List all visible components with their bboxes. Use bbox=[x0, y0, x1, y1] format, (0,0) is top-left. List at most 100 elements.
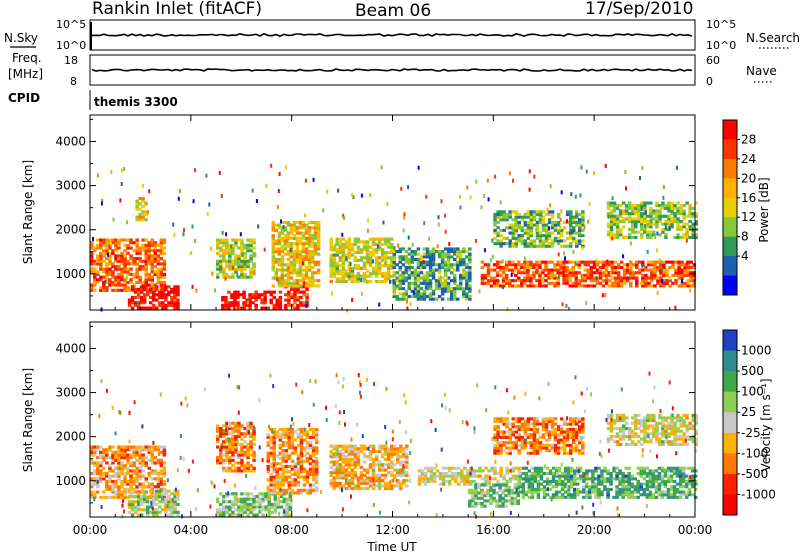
power-cell bbox=[526, 284, 530, 288]
power-cell bbox=[520, 279, 524, 283]
power-cell bbox=[615, 235, 620, 239]
power-cell bbox=[505, 226, 509, 230]
power-cell bbox=[419, 276, 424, 280]
power-cell bbox=[577, 279, 581, 283]
power-cell bbox=[389, 279, 391, 284]
velocity-cell bbox=[99, 445, 103, 449]
power-cell bbox=[624, 204, 629, 208]
power-cell bbox=[283, 252, 288, 256]
power-cell bbox=[680, 260, 684, 264]
velocity-cell bbox=[138, 477, 142, 481]
velocity-cell bbox=[290, 488, 295, 492]
velocity-cell bbox=[542, 495, 547, 499]
power-cell bbox=[293, 290, 297, 294]
power-cell bbox=[271, 244, 275, 248]
velocity-cell bbox=[472, 474, 476, 478]
velocity-cell bbox=[135, 477, 139, 481]
power-cell bbox=[437, 268, 442, 272]
power-cell bbox=[538, 215, 543, 219]
power-cell bbox=[271, 255, 275, 259]
velocity-cell bbox=[216, 458, 220, 462]
velocity-cell bbox=[225, 458, 229, 462]
velocity-cell bbox=[441, 474, 446, 478]
velocity-cell bbox=[129, 493, 133, 497]
power-cell bbox=[345, 256, 348, 261]
velocity-cell bbox=[432, 474, 437, 478]
velocity-cell bbox=[566, 485, 571, 489]
velocity-cell bbox=[597, 490, 601, 494]
velocity-cell bbox=[275, 478, 279, 482]
power-cell bbox=[182, 232, 185, 237]
power-cell bbox=[295, 244, 300, 248]
power-cell bbox=[222, 243, 226, 247]
velocity-cell bbox=[252, 502, 256, 506]
power-cell bbox=[153, 283, 157, 287]
power-cell bbox=[228, 262, 232, 266]
power-cell bbox=[111, 283, 115, 287]
power-cell bbox=[511, 228, 515, 232]
power-cell bbox=[162, 238, 167, 242]
power-cell bbox=[228, 259, 232, 263]
velocity-cell bbox=[566, 472, 571, 476]
power-cell bbox=[559, 271, 563, 275]
velocity-cell bbox=[371, 444, 376, 448]
power-cell bbox=[316, 239, 321, 243]
power-cell bbox=[520, 234, 525, 238]
power-cell bbox=[237, 262, 241, 266]
power-cell bbox=[236, 290, 240, 294]
velocity-cell bbox=[228, 427, 232, 431]
power-cell bbox=[293, 298, 297, 302]
power-cell bbox=[496, 212, 500, 216]
velocity-cell bbox=[615, 487, 619, 491]
power-cell bbox=[301, 279, 306, 283]
velocity-cell bbox=[240, 453, 244, 457]
power-cell bbox=[295, 257, 300, 261]
power-cell bbox=[514, 228, 518, 232]
power-cell bbox=[685, 222, 689, 226]
power-cell bbox=[156, 270, 161, 274]
velocity-cell bbox=[231, 440, 235, 444]
power-cell bbox=[593, 171, 596, 176]
power-cell bbox=[668, 214, 671, 219]
power-cell bbox=[136, 303, 141, 307]
power-cell bbox=[556, 271, 560, 275]
power-cell bbox=[538, 284, 542, 288]
velocity-cell bbox=[311, 459, 316, 463]
power-cell bbox=[123, 278, 127, 282]
power-cell bbox=[371, 269, 376, 273]
power-cell bbox=[135, 280, 139, 284]
velocity-cell bbox=[234, 440, 238, 444]
power-cell bbox=[301, 231, 306, 235]
power-cell bbox=[431, 276, 436, 280]
power-cell bbox=[139, 306, 144, 310]
power-cell bbox=[231, 262, 235, 266]
power-cell bbox=[152, 306, 156, 310]
power-cell bbox=[688, 209, 692, 213]
power-cell bbox=[658, 220, 662, 224]
power-cell bbox=[649, 201, 653, 205]
power-cell bbox=[162, 272, 167, 276]
power-cell bbox=[380, 165, 383, 170]
power-cell bbox=[350, 269, 355, 273]
power-cell bbox=[680, 271, 684, 275]
power-cell bbox=[301, 220, 306, 224]
velocity-cell bbox=[474, 488, 478, 492]
power-cell bbox=[520, 281, 524, 285]
velocity-cell bbox=[167, 500, 171, 504]
power-cell bbox=[589, 268, 594, 272]
power-cell bbox=[138, 215, 142, 219]
velocity-cell bbox=[563, 472, 568, 476]
power-cell bbox=[277, 281, 282, 285]
power-cell bbox=[356, 280, 361, 284]
power-cell bbox=[502, 215, 506, 219]
power-cell bbox=[652, 233, 656, 237]
power-cell bbox=[583, 260, 588, 264]
velocity-cell bbox=[501, 491, 505, 495]
power-cell bbox=[624, 209, 629, 213]
power-cell bbox=[606, 212, 611, 216]
velocity-cell bbox=[536, 482, 541, 486]
power-cell bbox=[282, 225, 285, 229]
velocity-cell bbox=[645, 495, 650, 499]
velocity-cell bbox=[284, 470, 289, 474]
velocity-cell bbox=[314, 475, 319, 479]
